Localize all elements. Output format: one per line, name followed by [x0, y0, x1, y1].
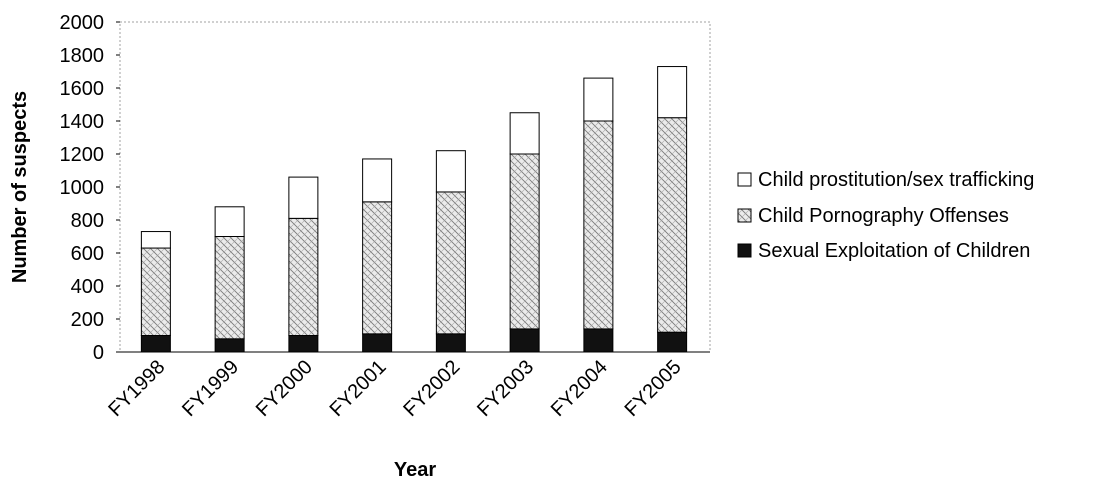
x-axis-title: Year — [394, 459, 436, 481]
bar-segment-sexual-exploitation-of-children — [362, 333, 393, 353]
x-tick-label: FY2000 — [252, 356, 317, 421]
bar-segment-child-prostitution-sex-trafficking — [583, 77, 614, 122]
bar-segment-child-pornography-offenses — [140, 247, 171, 336]
bar-segment-child-pornography-offenses — [362, 201, 393, 335]
y-tick-label: 1800 — [60, 45, 105, 67]
bar-segment-child-pornography-offenses — [583, 120, 614, 330]
x-tick-label: FY1998 — [104, 356, 169, 421]
bar-segment-child-prostitution-sex-trafficking — [362, 158, 393, 203]
y-tick-label: 400 — [71, 276, 104, 298]
y-tick-label: 0 — [93, 342, 104, 364]
legend-swatch — [737, 208, 752, 223]
bar-segment-child-pornography-offenses — [435, 191, 466, 335]
y-tick-label: 1200 — [60, 144, 105, 166]
plot-area — [119, 21, 711, 353]
x-tick-label: FY2003 — [473, 356, 538, 421]
legend-swatch — [737, 243, 752, 258]
bar-segment-child-prostitution-sex-trafficking — [140, 231, 171, 249]
y-axis-title: Number of suspects — [9, 91, 31, 283]
bar-segment-sexual-exploitation-of-children — [583, 328, 614, 353]
legend-swatch — [737, 172, 752, 187]
bars-group — [140, 66, 688, 353]
y-tick-label: 200 — [71, 309, 104, 331]
bar-segment-child-prostitution-sex-trafficking — [288, 176, 319, 219]
y-tick-label: 1400 — [60, 111, 105, 133]
bar-segment-sexual-exploitation-of-children — [657, 331, 688, 353]
y-tick-label: 600 — [71, 243, 104, 265]
x-tick-label: FY1999 — [178, 356, 243, 421]
bar-segment-child-prostitution-sex-trafficking — [214, 206, 245, 238]
legend: Child prostitution/sex trafficking Child … — [737, 169, 1034, 262]
y-tick-label: 1600 — [60, 78, 105, 100]
bar-segment-sexual-exploitation-of-children — [214, 338, 245, 353]
bar-segment-sexual-exploitation-of-children — [288, 335, 319, 353]
bar-segment-child-pornography-offenses — [657, 117, 688, 333]
legend-label: Sexual Exploitation of Children — [758, 240, 1030, 262]
legend-label: Child prostitution/sex trafficking — [758, 169, 1034, 191]
y-tick-label: 800 — [71, 210, 104, 232]
bar-segment-sexual-exploitation-of-children — [509, 328, 540, 353]
bar-segment-sexual-exploitation-of-children — [435, 333, 466, 353]
x-tick-label: FY2001 — [326, 356, 391, 421]
x-tick-label: FY2002 — [399, 356, 464, 421]
bar-segment-child-pornography-offenses — [214, 236, 245, 340]
bar-segment-child-pornography-offenses — [509, 153, 540, 330]
bar-segment-child-prostitution-sex-trafficking — [509, 112, 540, 155]
bar-segment-child-pornography-offenses — [288, 217, 319, 337]
y-tick-label: 1000 — [60, 177, 105, 199]
x-axis-ticks: FY1998 FY1999 FY2000 FY2001 FY2002 FY2003 FY20… — [104, 356, 685, 421]
legend-label: Child Pornography Offenses — [758, 205, 1009, 227]
x-tick-label: FY2004 — [547, 356, 612, 421]
y-axis-ticks: 0 200 400 600 800 1000 1200 1400 1600 1800 2000 — [60, 12, 120, 364]
x-tick-label: FY2005 — [621, 356, 686, 421]
bar-segment-child-prostitution-sex-trafficking — [435, 150, 466, 193]
bar-segment-child-prostitution-sex-trafficking — [657, 66, 688, 119]
y-tick-label: 2000 — [60, 12, 105, 34]
bar-segment-sexual-exploitation-of-children — [140, 335, 171, 353]
